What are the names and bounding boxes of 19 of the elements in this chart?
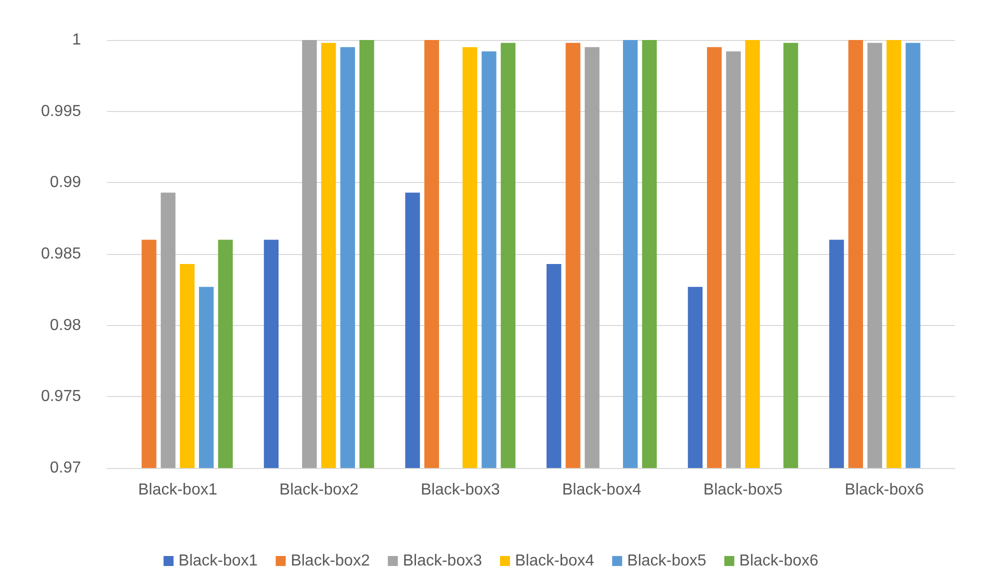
y-tick-label: 0.985: [40, 246, 82, 262]
legend-label: Black-box4: [515, 552, 594, 570]
x-tick-label: Black-box6: [844, 482, 924, 498]
x-tick-label: Black-box4: [562, 482, 642, 498]
legend-label: Black-box3: [402, 552, 482, 570]
y-tick-label: 0.975: [40, 388, 82, 406]
x-tick-label: Black-box1: [138, 482, 218, 498]
x-tick-label: Black-box5: [703, 482, 783, 498]
legend-label: Black-box2: [290, 552, 370, 570]
y-tick-label: 0.98: [50, 316, 82, 334]
x-tick-label: Black-box2: [279, 482, 359, 498]
legend-label: Black-box5: [627, 552, 706, 570]
y-tick-label: 0.995: [40, 102, 82, 120]
legend-label: Black-box6: [739, 552, 819, 570]
y-tick-label: 0.97: [50, 460, 82, 476]
y-tick-label: 0.99: [50, 174, 82, 192]
x-tick-label: Black-box3: [420, 482, 500, 498]
y-tick-label: 1: [72, 32, 82, 48]
legend-label: Black-box1: [178, 552, 258, 570]
